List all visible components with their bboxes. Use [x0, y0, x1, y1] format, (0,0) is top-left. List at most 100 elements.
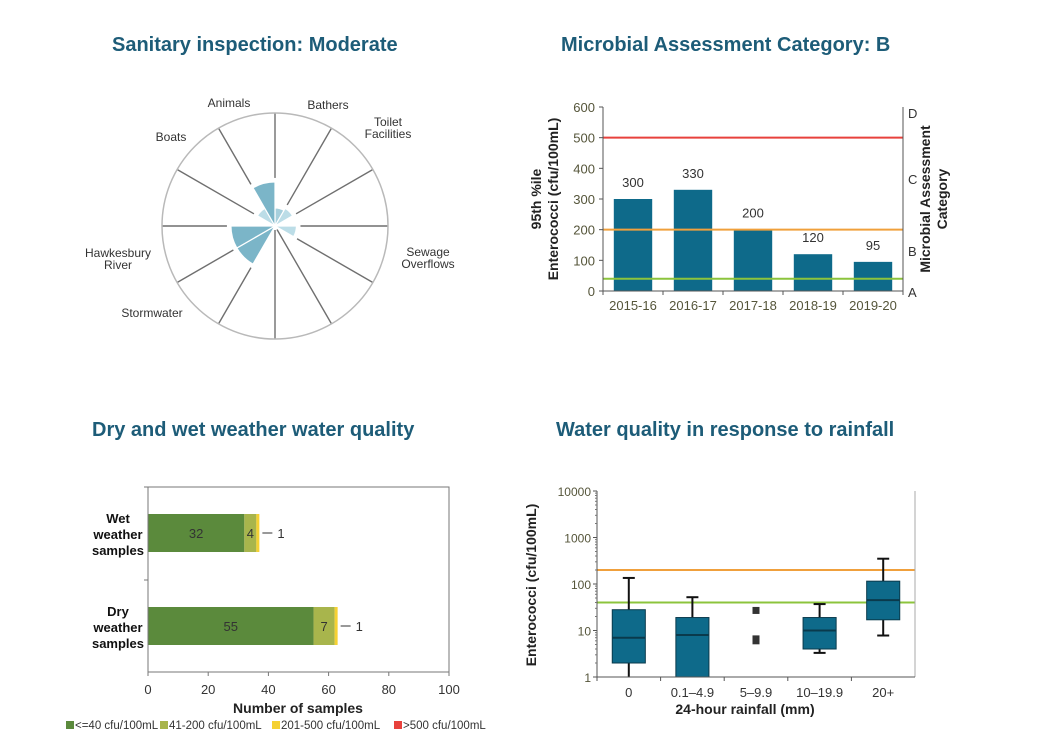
stacked-bar-segment — [148, 607, 314, 645]
polar-label: Sewage — [406, 245, 450, 259]
x-tick-label: 10–19.9 — [796, 685, 843, 700]
microbial-bar-chart: 300 2015-16 330 2016-17 200 2017-18 120 2018-19… — [528, 100, 950, 313]
legend-label: 201-500 cfu/100mL — [281, 720, 381, 732]
bar-value-label: 120 — [802, 230, 824, 245]
polar-slice-animals — [252, 181, 276, 229]
stacked-bar-segment — [334, 607, 338, 645]
y-axis-title: Enterococci (cfu/100mL) — [523, 504, 539, 667]
category-label-C: C — [908, 172, 917, 187]
legend-swatch — [160, 721, 168, 729]
microbial-assessment-title: Microbial Assessment Category: B — [561, 34, 891, 56]
polar-label: Toilet — [374, 115, 403, 129]
polar-label: Facilities — [365, 127, 412, 141]
y-axis-title: 95th %ileEnterococci (cfu/100mL) — [528, 118, 561, 281]
x-axis-title: 24-hour rainfall (mm) — [675, 701, 814, 717]
stacked-bar-segment — [244, 514, 257, 552]
polar-label: Boats — [156, 130, 187, 144]
x-tick-label: 20+ — [872, 685, 894, 700]
polar-spoke — [176, 168, 255, 215]
x-tick-label: 0.1–4.9 — [671, 685, 714, 700]
y-tick-label: 500 — [573, 131, 595, 146]
category-label: weather — [92, 527, 142, 542]
rainfall-box-plot: 0 0.1–4.9 5–9.9 10–19.9 20+ 1 10 100 1000 10000 24… — [523, 485, 916, 717]
y2-axis-title: Microbial AssessmentCategory — [917, 125, 950, 273]
polar-label: Bathers — [307, 98, 348, 112]
y-tick-label: 100 — [571, 578, 591, 592]
y2-axis-title-line: Category — [934, 168, 950, 229]
legend-swatch — [66, 721, 74, 729]
segment-value-label: 1 — [277, 526, 284, 541]
category-label-A: A — [908, 285, 917, 300]
bar-2019-20 — [853, 261, 893, 291]
segment-value-label: 7 — [320, 619, 327, 634]
bar-2016-17 — [673, 189, 713, 291]
polar-slice-toilet-facilities — [273, 207, 294, 228]
polar-spoke — [286, 127, 333, 206]
legend-label: >500 cfu/100mL — [403, 720, 486, 732]
stacked-bar-segment — [313, 607, 335, 645]
box-0.1–4.9 — [675, 617, 710, 678]
x-tick-label: 5–9.9 — [740, 685, 773, 700]
polar-spoke — [217, 127, 252, 185]
box-10–19.9 — [802, 617, 837, 650]
x-tick-label: 40 — [261, 682, 275, 697]
bar-value-label: 95 — [866, 238, 880, 253]
category-label-B: B — [908, 244, 917, 259]
y-tick-label: 300 — [573, 192, 595, 207]
dry-wet-weather-title: Dry and wet weather water quality — [92, 419, 415, 441]
x-tick-label: 2017-18 — [729, 298, 777, 313]
x-tick-label: 2016-17 — [669, 298, 717, 313]
y-tick-label: 100 — [573, 253, 595, 268]
polar-label: Hawkesbury — [85, 246, 151, 260]
polar-label: Animals — [208, 96, 251, 110]
category-label-D: D — [908, 106, 917, 121]
polar-spoke — [295, 168, 374, 215]
x-tick-label: 100 — [438, 682, 460, 697]
x-axis-title: Number of samples — [233, 700, 363, 716]
y-tick-label: 200 — [573, 223, 595, 238]
polar-slice-sewage-overflows — [272, 225, 298, 238]
polar-label: Stormwater — [121, 306, 182, 320]
legend-swatch — [272, 721, 280, 729]
x-tick-label: 2018-19 — [789, 298, 837, 313]
polar-spoke — [176, 249, 234, 284]
y-tick-label: 1 — [584, 671, 591, 685]
category-label: Dry — [107, 604, 129, 619]
y-tick-label: 400 — [573, 161, 595, 176]
legend-label: <=40 cfu/100mL — [75, 720, 159, 732]
y-tick-label: 600 — [573, 100, 595, 115]
category-label: samples — [92, 543, 144, 558]
legend-label: 41-200 cfu/100mL — [169, 720, 262, 732]
polar-spoke — [217, 267, 252, 325]
x-tick-label: 0 — [625, 685, 632, 700]
y-axis-title-line: 95th %ile — [528, 168, 544, 229]
legend-swatch — [394, 721, 402, 729]
sanitary-inspection-title: Sanitary inspection: Moderate — [112, 34, 398, 56]
y-tick-label: 1000 — [564, 532, 591, 546]
bar-value-label: 300 — [622, 175, 644, 190]
segment-value-label: 1 — [356, 619, 363, 634]
category-label: weather — [92, 620, 142, 635]
y2-axis-title-line: Microbial Assessment — [917, 125, 933, 273]
x-tick-label: 0 — [144, 682, 151, 697]
bar-2017-18 — [733, 229, 773, 291]
y-tick-label: 10 — [578, 625, 592, 639]
y-tick-label: 0 — [588, 284, 595, 299]
category-label: samples — [92, 636, 144, 651]
polar-label: River — [104, 258, 132, 272]
outlier-point — [752, 606, 760, 614]
rainfall-response-title: Water quality in response to rainfall — [556, 419, 895, 441]
segment-value-label: 4 — [247, 526, 254, 541]
stacked-bar-segment — [148, 514, 245, 552]
outlier-point — [752, 635, 760, 643]
bar-value-label: 200 — [742, 206, 764, 221]
polar-slice-hawkesbury-river — [230, 225, 278, 249]
polar-label: Overflows — [401, 257, 454, 271]
y-axis-title-line: Enterococci (cfu/100mL) — [545, 118, 561, 281]
segment-value-label: 55 — [224, 619, 238, 634]
category-label: Wet — [106, 511, 130, 526]
x-tick-label: 80 — [382, 682, 396, 697]
